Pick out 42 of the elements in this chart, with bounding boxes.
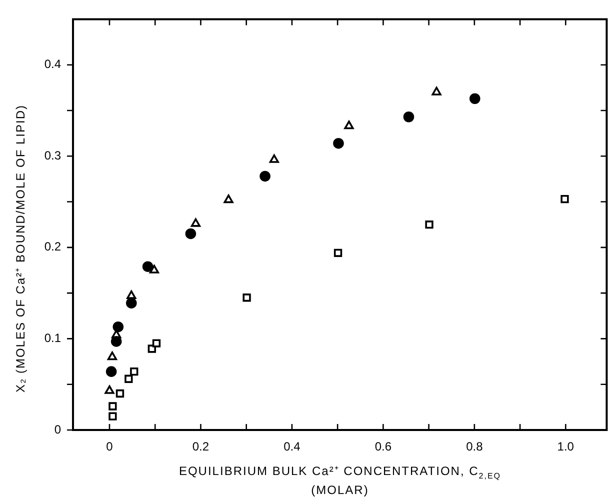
point bbox=[560, 194, 569, 204]
point bbox=[224, 194, 234, 204]
x-tick-label: 0.4 bbox=[284, 440, 301, 454]
point bbox=[112, 321, 124, 332]
y-tick-label: 0.3 bbox=[44, 148, 62, 162]
point bbox=[142, 261, 154, 272]
point bbox=[152, 339, 161, 348]
point bbox=[149, 264, 159, 274]
point bbox=[344, 120, 354, 130]
x-tick-label: 0 bbox=[106, 440, 114, 454]
point bbox=[333, 138, 344, 149]
x-tick-label: 0.6 bbox=[374, 440, 392, 454]
point bbox=[242, 294, 251, 302]
point bbox=[124, 374, 133, 383]
point bbox=[190, 218, 201, 227]
point bbox=[260, 170, 270, 182]
point bbox=[425, 220, 434, 229]
x-tick-label: 0.2 bbox=[192, 440, 210, 454]
point bbox=[185, 228, 196, 240]
point bbox=[432, 86, 442, 96]
text: EQUILIBRIUM BULK Ca²⁺ CONCENTRATION, C$_{2,EQ}$ (MOLAR) bbox=[178, 464, 502, 498]
point bbox=[269, 154, 279, 163]
point bbox=[126, 290, 136, 299]
point bbox=[469, 93, 480, 104]
x-tick-label: 0.8 bbox=[466, 440, 484, 454]
point bbox=[108, 412, 117, 420]
y-axis-title: X₂ (MOLES OF Ca²⁺ BOUND/MOLE OF LIPID) bbox=[12, 103, 28, 395]
point bbox=[403, 111, 414, 122]
point bbox=[104, 385, 114, 394]
y-tick-label: 0.2 bbox=[44, 240, 62, 254]
point bbox=[110, 336, 122, 347]
point bbox=[116, 389, 124, 398]
x-tick-label: 1.0 bbox=[557, 440, 574, 454]
y-tick-label: 0.4 bbox=[44, 57, 62, 72]
point bbox=[130, 367, 138, 376]
point bbox=[108, 402, 117, 410]
y-tick-label: 0.1 bbox=[44, 331, 62, 346]
y-tick-label: 0 bbox=[54, 422, 62, 436]
point bbox=[107, 352, 118, 360]
point bbox=[126, 298, 137, 309]
point bbox=[334, 248, 342, 257]
point bbox=[106, 366, 117, 377]
